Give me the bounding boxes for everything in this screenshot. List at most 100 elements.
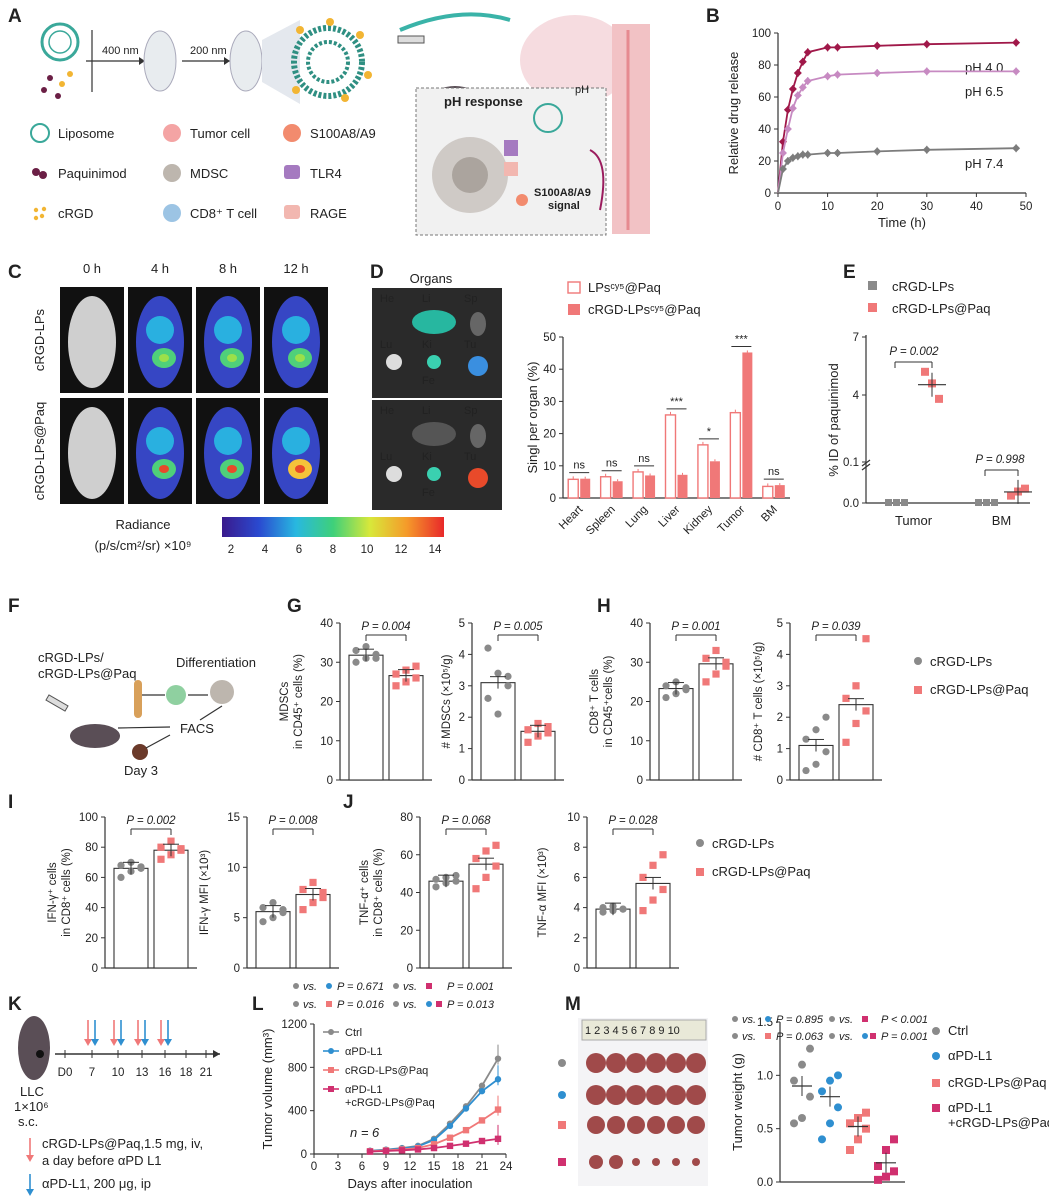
J2-stat: P = 0.028 xyxy=(608,815,658,827)
M-stat-p: P = 0.001 xyxy=(881,1031,928,1043)
B-point xyxy=(1012,67,1021,76)
GH-legend-swatch-1 xyxy=(914,686,922,694)
I1-point-a xyxy=(117,861,125,869)
K-paq-arrowhead xyxy=(134,1039,142,1046)
M-tumor-icon xyxy=(607,1116,625,1134)
G1-point-b xyxy=(392,682,400,690)
J1-point-b xyxy=(472,854,480,863)
C-signal-blob xyxy=(282,316,310,344)
M-legend-marker xyxy=(932,1027,940,1035)
C-time-label-2: 8 h xyxy=(219,261,237,276)
B-point xyxy=(873,69,882,77)
G2-point-a xyxy=(494,710,502,718)
J1-ylabel-2: in CD8⁺ cells (%) xyxy=(373,848,385,937)
C-signal-core xyxy=(295,465,305,473)
G2-point-a xyxy=(484,694,492,702)
H1-point-b xyxy=(722,658,730,666)
I1-ytick-label: 60 xyxy=(85,872,98,884)
H1-stat: P = 0.001 xyxy=(671,621,720,633)
tlr4-icon xyxy=(284,165,300,179)
L-xlabel: Days after inoculation xyxy=(347,1176,472,1191)
B-point xyxy=(783,157,792,165)
E-point-crgd xyxy=(991,499,998,506)
I2-stat: P = 0.008 xyxy=(268,815,318,827)
M-stat-vs: vs. xyxy=(742,1031,756,1043)
L-point xyxy=(398,1147,406,1154)
C-signal-core xyxy=(159,354,169,362)
L-xtick-label: 9 xyxy=(383,1161,389,1173)
D-bar-lps xyxy=(664,414,677,499)
M-point xyxy=(890,1135,898,1144)
D-category-label: Heart xyxy=(557,503,586,532)
M-tumor-icon xyxy=(626,1085,646,1105)
H1-point-b xyxy=(722,662,730,670)
arrowhead-icon xyxy=(139,57,145,65)
panel-label-M: M xyxy=(565,994,581,1015)
C-signal-blob xyxy=(282,427,310,455)
G2-point-b xyxy=(544,729,552,737)
G1-ytick-label: 30 xyxy=(320,657,333,669)
J2-point-b xyxy=(659,851,667,859)
L-legend-label-0: Ctrl xyxy=(345,1027,362,1039)
J2-point-b xyxy=(639,873,647,881)
M-point xyxy=(826,1076,834,1085)
B-point xyxy=(788,104,797,113)
B-point xyxy=(803,150,812,159)
E-stat-0: P = 0.002 xyxy=(889,346,939,358)
M-point xyxy=(798,1114,806,1122)
B-series-line-0 xyxy=(777,41,1017,194)
M-tumor-icon xyxy=(646,1053,666,1073)
F-group-line1: cRGD-LPs/ xyxy=(38,650,104,665)
M-tumor-icon xyxy=(626,1053,646,1073)
signal-label: S100A8/A9 xyxy=(534,187,591,199)
B-point xyxy=(873,147,882,156)
B-point xyxy=(823,149,832,157)
E-legend-swatch-0 xyxy=(868,281,877,290)
B-ytick-label: 60 xyxy=(758,92,771,104)
F-group-line2: cRGD-LPs@Paq xyxy=(38,666,136,681)
H1-ytick-label: 0 xyxy=(637,775,643,787)
liposome-icon xyxy=(533,103,563,133)
G1-point-a xyxy=(352,646,360,655)
D-liver xyxy=(412,310,456,334)
legend-item-2: S100A8/A9 xyxy=(283,124,376,142)
L-stat-p: P = 0.013 xyxy=(447,999,495,1011)
legend-item-6: cRGD xyxy=(33,206,93,221)
I2-point-a xyxy=(269,914,277,922)
K-timeline-arrowhead xyxy=(213,1050,220,1058)
K-cells: LLC xyxy=(20,1084,44,1099)
G2-ytick-label: 4 xyxy=(459,649,466,661)
L-xtick-label: 6 xyxy=(359,1161,365,1173)
K-mouse-icon xyxy=(18,1016,50,1080)
M-point xyxy=(806,1044,814,1053)
K-day-label: D0 xyxy=(58,1067,73,1079)
M-tumor-icon xyxy=(627,1116,645,1134)
panel-label-F: F xyxy=(8,596,20,617)
I2-point-b xyxy=(299,885,307,894)
M-tumor-icon xyxy=(586,1085,606,1105)
paquinimod-icon xyxy=(32,168,40,176)
C-signal-core xyxy=(159,465,169,473)
C-time-label-3: 12 h xyxy=(283,261,308,276)
L-point xyxy=(430,1141,438,1148)
L-ytick-label: 800 xyxy=(288,1062,307,1074)
L-point xyxy=(478,1087,486,1095)
M-tumor-icon xyxy=(686,1053,706,1073)
D-bar-lps xyxy=(762,485,774,499)
panel-label-B: B xyxy=(706,6,720,27)
D-significance: ns xyxy=(638,453,650,465)
I1-point-a xyxy=(137,863,145,871)
tumor-tissue-icon xyxy=(520,15,630,105)
M-point xyxy=(890,1167,898,1176)
H2-point-a xyxy=(822,748,830,756)
C-colorbar-tick: 12 xyxy=(395,544,408,556)
L-point xyxy=(366,1148,374,1155)
E-category-label: BM xyxy=(992,513,1012,528)
D-ytick-label: 0 xyxy=(550,493,556,505)
D-ylabel: Singl per organ (%) xyxy=(525,362,540,474)
M-stat-p: P = 0.063 xyxy=(776,1031,824,1043)
B-point xyxy=(833,70,842,79)
J1-point-a xyxy=(432,883,440,891)
M-point xyxy=(790,1076,798,1085)
H2-point-a xyxy=(812,726,820,734)
